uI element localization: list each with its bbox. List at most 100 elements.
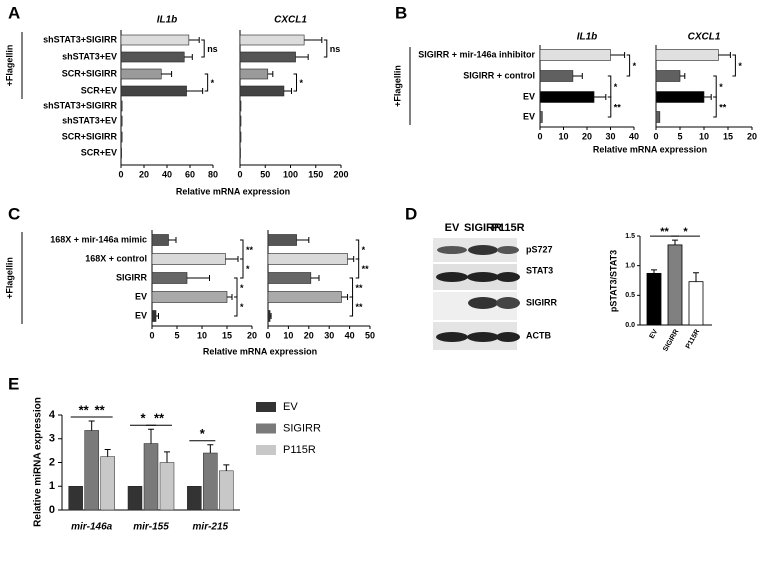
x-tick-label: 100 (283, 169, 298, 179)
group-label: +Flagellin (4, 257, 14, 299)
y-tick-label: 3 (49, 433, 55, 445)
y-axis-label: pSTAT3/STAT3 (608, 250, 618, 312)
category-label: SIGIRR (116, 272, 148, 282)
significance-label: * (140, 411, 146, 426)
significance-label: * (633, 61, 637, 71)
bar (68, 486, 83, 511)
error-bar (104, 448, 111, 457)
category-label: mir-215 (193, 522, 229, 533)
x-tick-label: 20 (747, 131, 757, 141)
significance-bracket (201, 39, 205, 58)
chart-title: IL1b (157, 15, 178, 26)
y-tick-label: 0 (49, 504, 55, 516)
significance-label: * (719, 82, 723, 92)
bar (151, 310, 157, 322)
bar (120, 115, 123, 127)
blot-row-label: pS727 (526, 244, 553, 254)
x-tick-label: 0 (653, 131, 658, 141)
x-tick-label: 10 (197, 330, 207, 340)
chart-title: IL1b (577, 32, 598, 43)
y-tick-label: 1.0 (625, 263, 635, 270)
bar (120, 85, 187, 97)
significance-label: ** (614, 102, 622, 112)
error-bar (207, 444, 214, 453)
category-label: EV (135, 291, 147, 301)
bar (267, 253, 348, 265)
bar (267, 272, 312, 284)
bar (267, 234, 297, 246)
significance-label: * (614, 82, 618, 92)
x-tick-label: 40 (345, 330, 355, 340)
significance-bracket (293, 73, 298, 92)
significance-label: ** (246, 245, 254, 255)
x-tick-label: 10 (558, 131, 568, 141)
significance-bracket (732, 54, 736, 77)
x-tick-label: 200 (333, 169, 348, 179)
significance-label: * (211, 78, 215, 88)
significance-label: * (738, 61, 742, 71)
bar (239, 51, 296, 63)
panel-label: D (405, 204, 417, 223)
bar (151, 234, 169, 246)
x-tick-label: 0 (265, 330, 270, 340)
significance-label: * (200, 426, 206, 441)
lane-label: P115R (491, 222, 524, 234)
category-label: shSTAT3+SIGIRR (43, 100, 117, 110)
significance-bracket (349, 277, 354, 298)
category-label: P115R (685, 328, 702, 350)
x-tick-label: 50 (260, 169, 270, 179)
category-label: shSTAT3+EV (62, 51, 117, 61)
error-bar (186, 88, 204, 94)
x-tick-label: 20 (139, 169, 149, 179)
category-label: EV (649, 328, 660, 340)
error-bar (156, 313, 159, 319)
error-bar (223, 464, 230, 471)
x-tick-label: 10 (283, 330, 293, 340)
error-bar (164, 451, 170, 463)
category-label: EV (523, 91, 535, 101)
x-tick-label: 5 (174, 330, 179, 340)
y-tick-label: 0.0 (625, 322, 635, 329)
error-bar (187, 275, 210, 281)
x-tick-label: 5 (677, 131, 682, 141)
lane-label: SIGIRR (464, 222, 502, 234)
category-label: shSTAT3+SIGIRR (43, 34, 117, 44)
x-tick-label: 10 (699, 131, 709, 141)
category-label: SIGIRR + mir-146a inhibitor (418, 49, 535, 59)
panel-label: C (8, 204, 20, 223)
significance-label: ** (660, 226, 669, 238)
bar (203, 452, 218, 511)
x-axis-label: Relative mRNA expression (593, 144, 707, 154)
error-bar (572, 73, 583, 79)
bar (239, 85, 285, 97)
x-tick-label: 40 (162, 169, 172, 179)
error-bar (227, 294, 233, 300)
significance-bracket (607, 75, 612, 98)
error-bar (594, 94, 607, 100)
y-tick-label: 2 (49, 456, 55, 468)
error-bar (295, 54, 309, 60)
error-bar (672, 239, 678, 245)
bar (688, 281, 704, 326)
error-bar (341, 294, 349, 300)
panel-label: A (8, 3, 20, 22)
significance-label: ** (719, 102, 727, 112)
category-label: shSTAT3+EV (62, 115, 117, 125)
significance-label: ns (330, 44, 341, 54)
category-label: 168X + control (85, 253, 147, 263)
legend-label: P115R (283, 444, 316, 456)
x-tick-label: 60 (185, 169, 195, 179)
error-bar (693, 272, 699, 282)
significance-bracket (323, 39, 328, 58)
significance-label: ** (356, 302, 364, 312)
x-tick-label: 20 (247, 330, 257, 340)
y-axis-label: Relative miRNA expression (33, 397, 44, 527)
y-tick-label: 0.5 (625, 292, 635, 299)
significance-label: * (246, 264, 250, 274)
y-tick-label: 1 (49, 480, 55, 492)
significance-label: ** (362, 264, 370, 274)
western-blot (433, 238, 520, 350)
x-tick-label: 0 (537, 131, 542, 141)
significance-label: ** (79, 402, 90, 417)
bar (655, 70, 681, 82)
